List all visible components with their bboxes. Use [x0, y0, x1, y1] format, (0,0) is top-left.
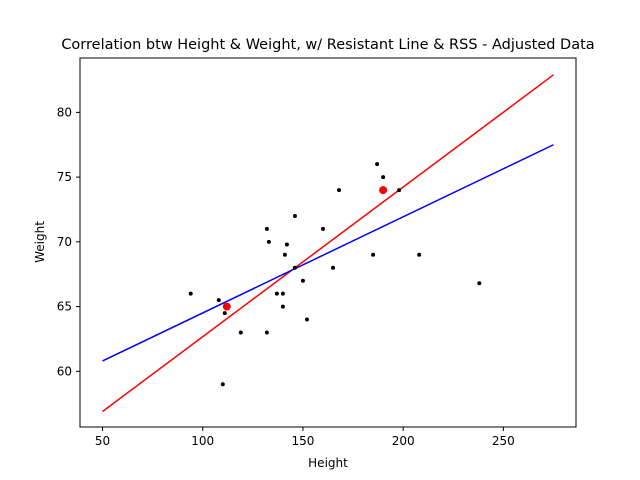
data-point	[371, 252, 376, 257]
plot-area	[79, 57, 577, 428]
y-tick-label: 65	[57, 300, 72, 314]
data-point	[304, 317, 309, 322]
data-point	[216, 298, 221, 303]
y-tick-label: 60	[57, 364, 72, 378]
summary-point	[222, 302, 231, 311]
data-point	[397, 188, 402, 193]
data-point	[264, 226, 269, 231]
x-tick-label: 150	[291, 434, 314, 448]
summary-point	[379, 186, 388, 195]
x-tick-label: 50	[95, 434, 110, 448]
data-point	[280, 304, 285, 309]
data-point	[337, 188, 342, 193]
y-axis-label: Weight	[33, 221, 47, 263]
data-point	[375, 162, 380, 167]
x-tick-label: 100	[191, 434, 214, 448]
plot-frame	[79, 57, 577, 428]
data-point	[292, 265, 297, 270]
x-tick-label: 250	[492, 434, 515, 448]
x-axis-label: Height	[308, 456, 348, 470]
y-axis: 60 65 70 75 80	[57, 105, 80, 378]
data-point	[222, 311, 227, 316]
data-point	[274, 291, 279, 296]
data-point	[331, 265, 336, 270]
data-point	[220, 382, 225, 387]
y-tick-label: 80	[57, 105, 72, 119]
chart-title: Correlation btw Height & Weight, w/ Resi…	[61, 37, 594, 53]
data-point	[188, 291, 193, 296]
y-tick-label: 70	[57, 235, 72, 249]
data-point	[477, 281, 482, 286]
data-point	[300, 278, 305, 283]
data-point	[320, 226, 325, 231]
y-tick-label: 75	[57, 170, 72, 184]
regression-line	[102, 144, 554, 362]
data-point	[264, 330, 269, 335]
x-axis: 50 100 150 200 250	[95, 427, 515, 448]
data-point	[381, 175, 386, 180]
data-point	[417, 252, 422, 257]
resistant-line	[102, 74, 554, 413]
data-point	[284, 242, 289, 247]
points-layer	[188, 162, 482, 387]
lines-layer	[102, 74, 554, 413]
data-point	[280, 291, 285, 296]
data-point	[266, 239, 271, 244]
data-point	[292, 213, 297, 218]
data-point	[238, 330, 243, 335]
data-point	[282, 252, 287, 257]
x-tick-label: 200	[392, 434, 415, 448]
